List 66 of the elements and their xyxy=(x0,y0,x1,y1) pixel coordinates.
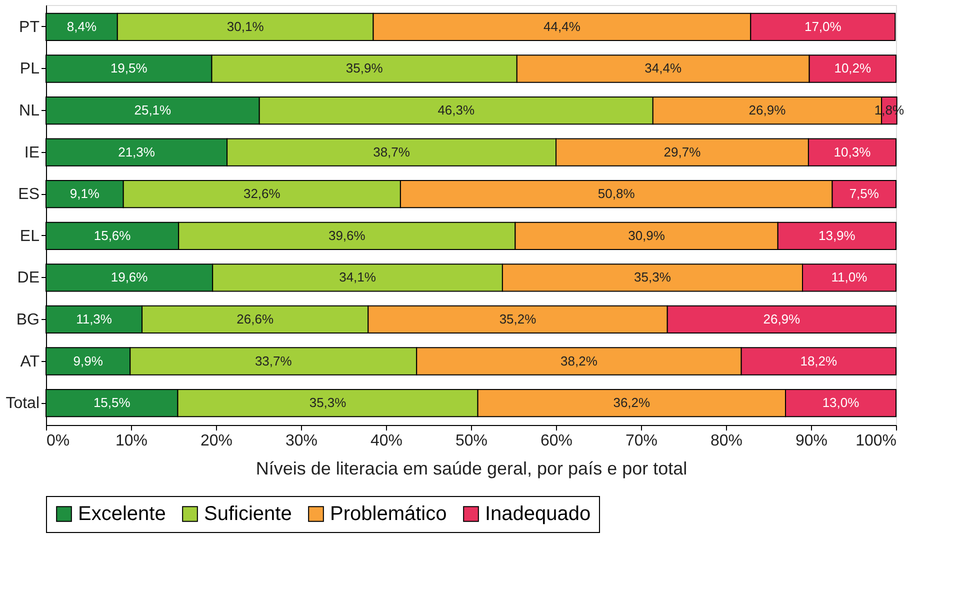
data-label: 11,3% xyxy=(76,311,112,326)
data-label: 35,3% xyxy=(309,395,347,410)
data-label: 29,7% xyxy=(664,144,702,160)
data-label: 26,6% xyxy=(236,311,274,326)
data-label: 10,3% xyxy=(834,144,872,160)
data-label: 19,5% xyxy=(110,60,148,76)
x-tick-label: 80% xyxy=(710,432,743,450)
data-label: 34,4% xyxy=(644,60,682,76)
legend-label: Suficiente xyxy=(204,503,292,525)
data-label: 9,9% xyxy=(73,353,104,368)
y-tick-label: PT xyxy=(19,18,40,36)
y-tick-label: EL xyxy=(20,228,40,245)
y-tick-label: DE xyxy=(17,270,40,287)
data-label: 1,8% xyxy=(874,102,904,118)
y-tick-label: AT xyxy=(20,353,40,370)
data-label: 17,0% xyxy=(804,18,842,34)
x-tick-label: 10% xyxy=(115,432,148,450)
data-label: 39,6% xyxy=(328,228,366,243)
x-tick-label: 50% xyxy=(455,432,488,450)
x-axis-title: Níveis de literacia em saúde geral, por país e por total xyxy=(256,458,688,478)
data-label: 38,2% xyxy=(560,353,598,368)
data-label: 35,2% xyxy=(499,311,537,326)
y-tick-label: BG xyxy=(16,311,40,328)
x-tick-label: 30% xyxy=(285,432,318,450)
data-label: 34,1% xyxy=(339,270,376,285)
x-tick-label: 20% xyxy=(200,432,233,450)
data-label: 26,9% xyxy=(763,311,801,326)
data-label: 25,1% xyxy=(134,102,172,118)
data-label: 36,2% xyxy=(613,395,651,410)
data-label: 11,0% xyxy=(831,270,868,285)
data-label: 32,6% xyxy=(243,186,281,202)
legend-label: Inadequado xyxy=(485,503,591,525)
y-tick-label: NL xyxy=(19,102,40,120)
data-label: 13,0% xyxy=(822,395,860,410)
data-label: 19,6% xyxy=(110,270,148,285)
data-label: 8,4% xyxy=(66,18,97,34)
x-tick-label: 0% xyxy=(46,432,70,450)
data-label: 35,3% xyxy=(634,270,672,285)
data-label: 38,7% xyxy=(373,144,410,160)
x-tick-label: 90% xyxy=(795,432,828,450)
data-label: 13,9% xyxy=(818,228,856,243)
data-label: 50,8% xyxy=(598,186,636,202)
y-tick-label: ES xyxy=(18,186,40,204)
data-label: 35,9% xyxy=(346,60,384,76)
legend-label: Problemático xyxy=(330,503,447,525)
data-label: 9,1% xyxy=(70,186,100,202)
y-tick-label: IE xyxy=(24,144,40,162)
y-tick-label: PL xyxy=(20,60,40,78)
data-label: 30,1% xyxy=(226,18,264,34)
y-tick-label: Total xyxy=(6,395,40,412)
x-tick-label: 60% xyxy=(540,432,573,450)
data-label: 15,5% xyxy=(93,395,131,410)
x-tick-label: 100% xyxy=(856,432,896,450)
data-label: 44,4% xyxy=(544,18,581,34)
data-label: 7,5% xyxy=(849,186,880,202)
x-tick-label: 40% xyxy=(370,432,403,450)
data-label: 18,2% xyxy=(800,353,838,368)
data-label: 10,2% xyxy=(834,60,872,76)
data-label: 30,9% xyxy=(628,228,666,243)
x-tick-label: 70% xyxy=(625,432,658,450)
data-label: 15,6% xyxy=(94,228,132,243)
data-label: 33,7% xyxy=(254,353,292,368)
data-label: 21,3% xyxy=(118,144,156,160)
legend-label: Excelente xyxy=(78,503,166,525)
data-label: 26,9% xyxy=(748,102,786,118)
data-label: 46,3% xyxy=(438,102,475,118)
